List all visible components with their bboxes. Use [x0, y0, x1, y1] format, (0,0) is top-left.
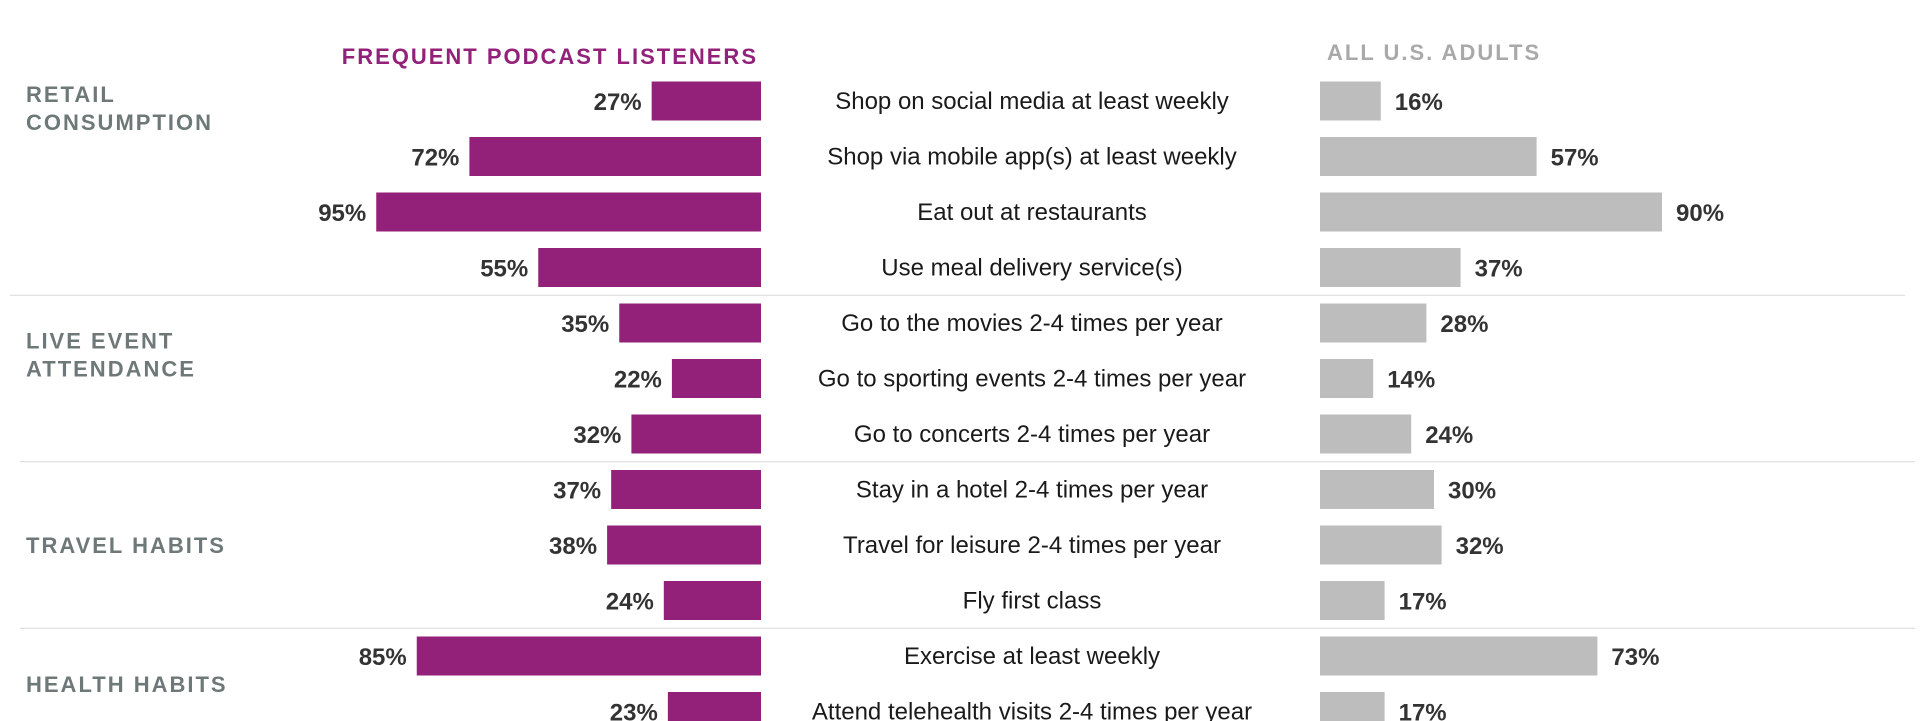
row-label: Shop via mobile app(s) at least weekly — [827, 144, 1237, 171]
category-label: HEALTH HABITS — [26, 672, 228, 697]
right-value-label: 17% — [1399, 589, 1447, 616]
right-bar — [1320, 581, 1385, 620]
left-value-label: 55% — [480, 256, 528, 283]
row-label: Shop on social media at least weekly — [835, 88, 1229, 115]
right-bar — [1320, 692, 1385, 721]
right-value-label: 17% — [1399, 700, 1447, 721]
right-value-label: 37% — [1475, 256, 1523, 283]
left-value-label: 32% — [573, 422, 621, 449]
right-value-label: 16% — [1395, 89, 1443, 116]
left-value-label: 85% — [359, 644, 407, 671]
right-bar — [1320, 414, 1412, 454]
right-bar — [1320, 525, 1442, 565]
right-bar — [1320, 192, 1662, 232]
left-bar — [671, 359, 761, 398]
left-bar — [538, 248, 761, 287]
row-label: Travel for leisure 2-4 times per year — [843, 532, 1221, 559]
left-series-header: FREQUENT PODCAST LISTENERS — [342, 44, 758, 69]
left-bar — [611, 470, 761, 509]
left-bar — [607, 525, 761, 565]
right-value-label: 73% — [1611, 644, 1659, 671]
row-label: Fly first class — [963, 588, 1102, 615]
left-bar — [469, 137, 761, 176]
row-label: Use meal delivery service(s) — [881, 255, 1182, 282]
right-bar — [1320, 81, 1381, 121]
left-value-label: 35% — [561, 311, 609, 338]
right-value-label: 32% — [1456, 533, 1504, 560]
right-value-label: 57% — [1551, 145, 1599, 172]
row-label: Attend telehealth visits 2-4 times per y… — [812, 699, 1252, 721]
row-label: Go to sporting events 2-4 times per year — [818, 366, 1246, 393]
right-value-label: 28% — [1440, 311, 1488, 338]
right-bar — [1320, 303, 1427, 343]
row-label: Stay in a hotel 2-4 times per year — [856, 477, 1208, 504]
category-label: TRAVEL HABITS — [26, 533, 226, 558]
right-bar — [1320, 248, 1461, 287]
left-value-label: 22% — [614, 367, 662, 394]
left-bar — [663, 581, 761, 620]
right-bar — [1320, 359, 1374, 398]
category-label: ATTENDANCE — [26, 357, 196, 382]
left-value-label: 37% — [553, 478, 601, 505]
row-label: Go to the movies 2-4 times per year — [841, 310, 1223, 337]
right-series-header: ALL U.S. ADULTS — [1327, 40, 1541, 65]
left-value-label: 38% — [549, 533, 597, 560]
left-value-label: 24% — [606, 589, 654, 616]
row-label: Eat out at restaurants — [917, 199, 1146, 226]
right-bar — [1320, 636, 1598, 676]
left-bar — [619, 303, 761, 343]
left-bar — [376, 192, 761, 232]
category-label: CONSUMPTION — [26, 110, 213, 135]
right-value-label: 24% — [1425, 422, 1473, 449]
row-label: Go to concerts 2-4 times per year — [854, 421, 1210, 448]
category-label: LIVE EVENT — [26, 329, 174, 354]
row-label: Exercise at least weekly — [904, 643, 1160, 670]
left-value-label: 95% — [318, 200, 366, 227]
left-value-label: 27% — [594, 89, 642, 116]
left-value-label: 72% — [411, 145, 459, 172]
right-value-label: 30% — [1448, 478, 1496, 505]
left-bar — [416, 636, 761, 676]
right-bar — [1320, 137, 1537, 176]
left-value-label: 23% — [610, 700, 658, 721]
left-bar — [631, 414, 761, 454]
right-value-label: 14% — [1387, 367, 1435, 394]
left-bar — [667, 692, 761, 721]
right-value-label: 90% — [1676, 200, 1724, 227]
right-bar — [1320, 470, 1434, 509]
left-bar — [651, 81, 761, 121]
category-label: RETAIL — [26, 82, 116, 107]
